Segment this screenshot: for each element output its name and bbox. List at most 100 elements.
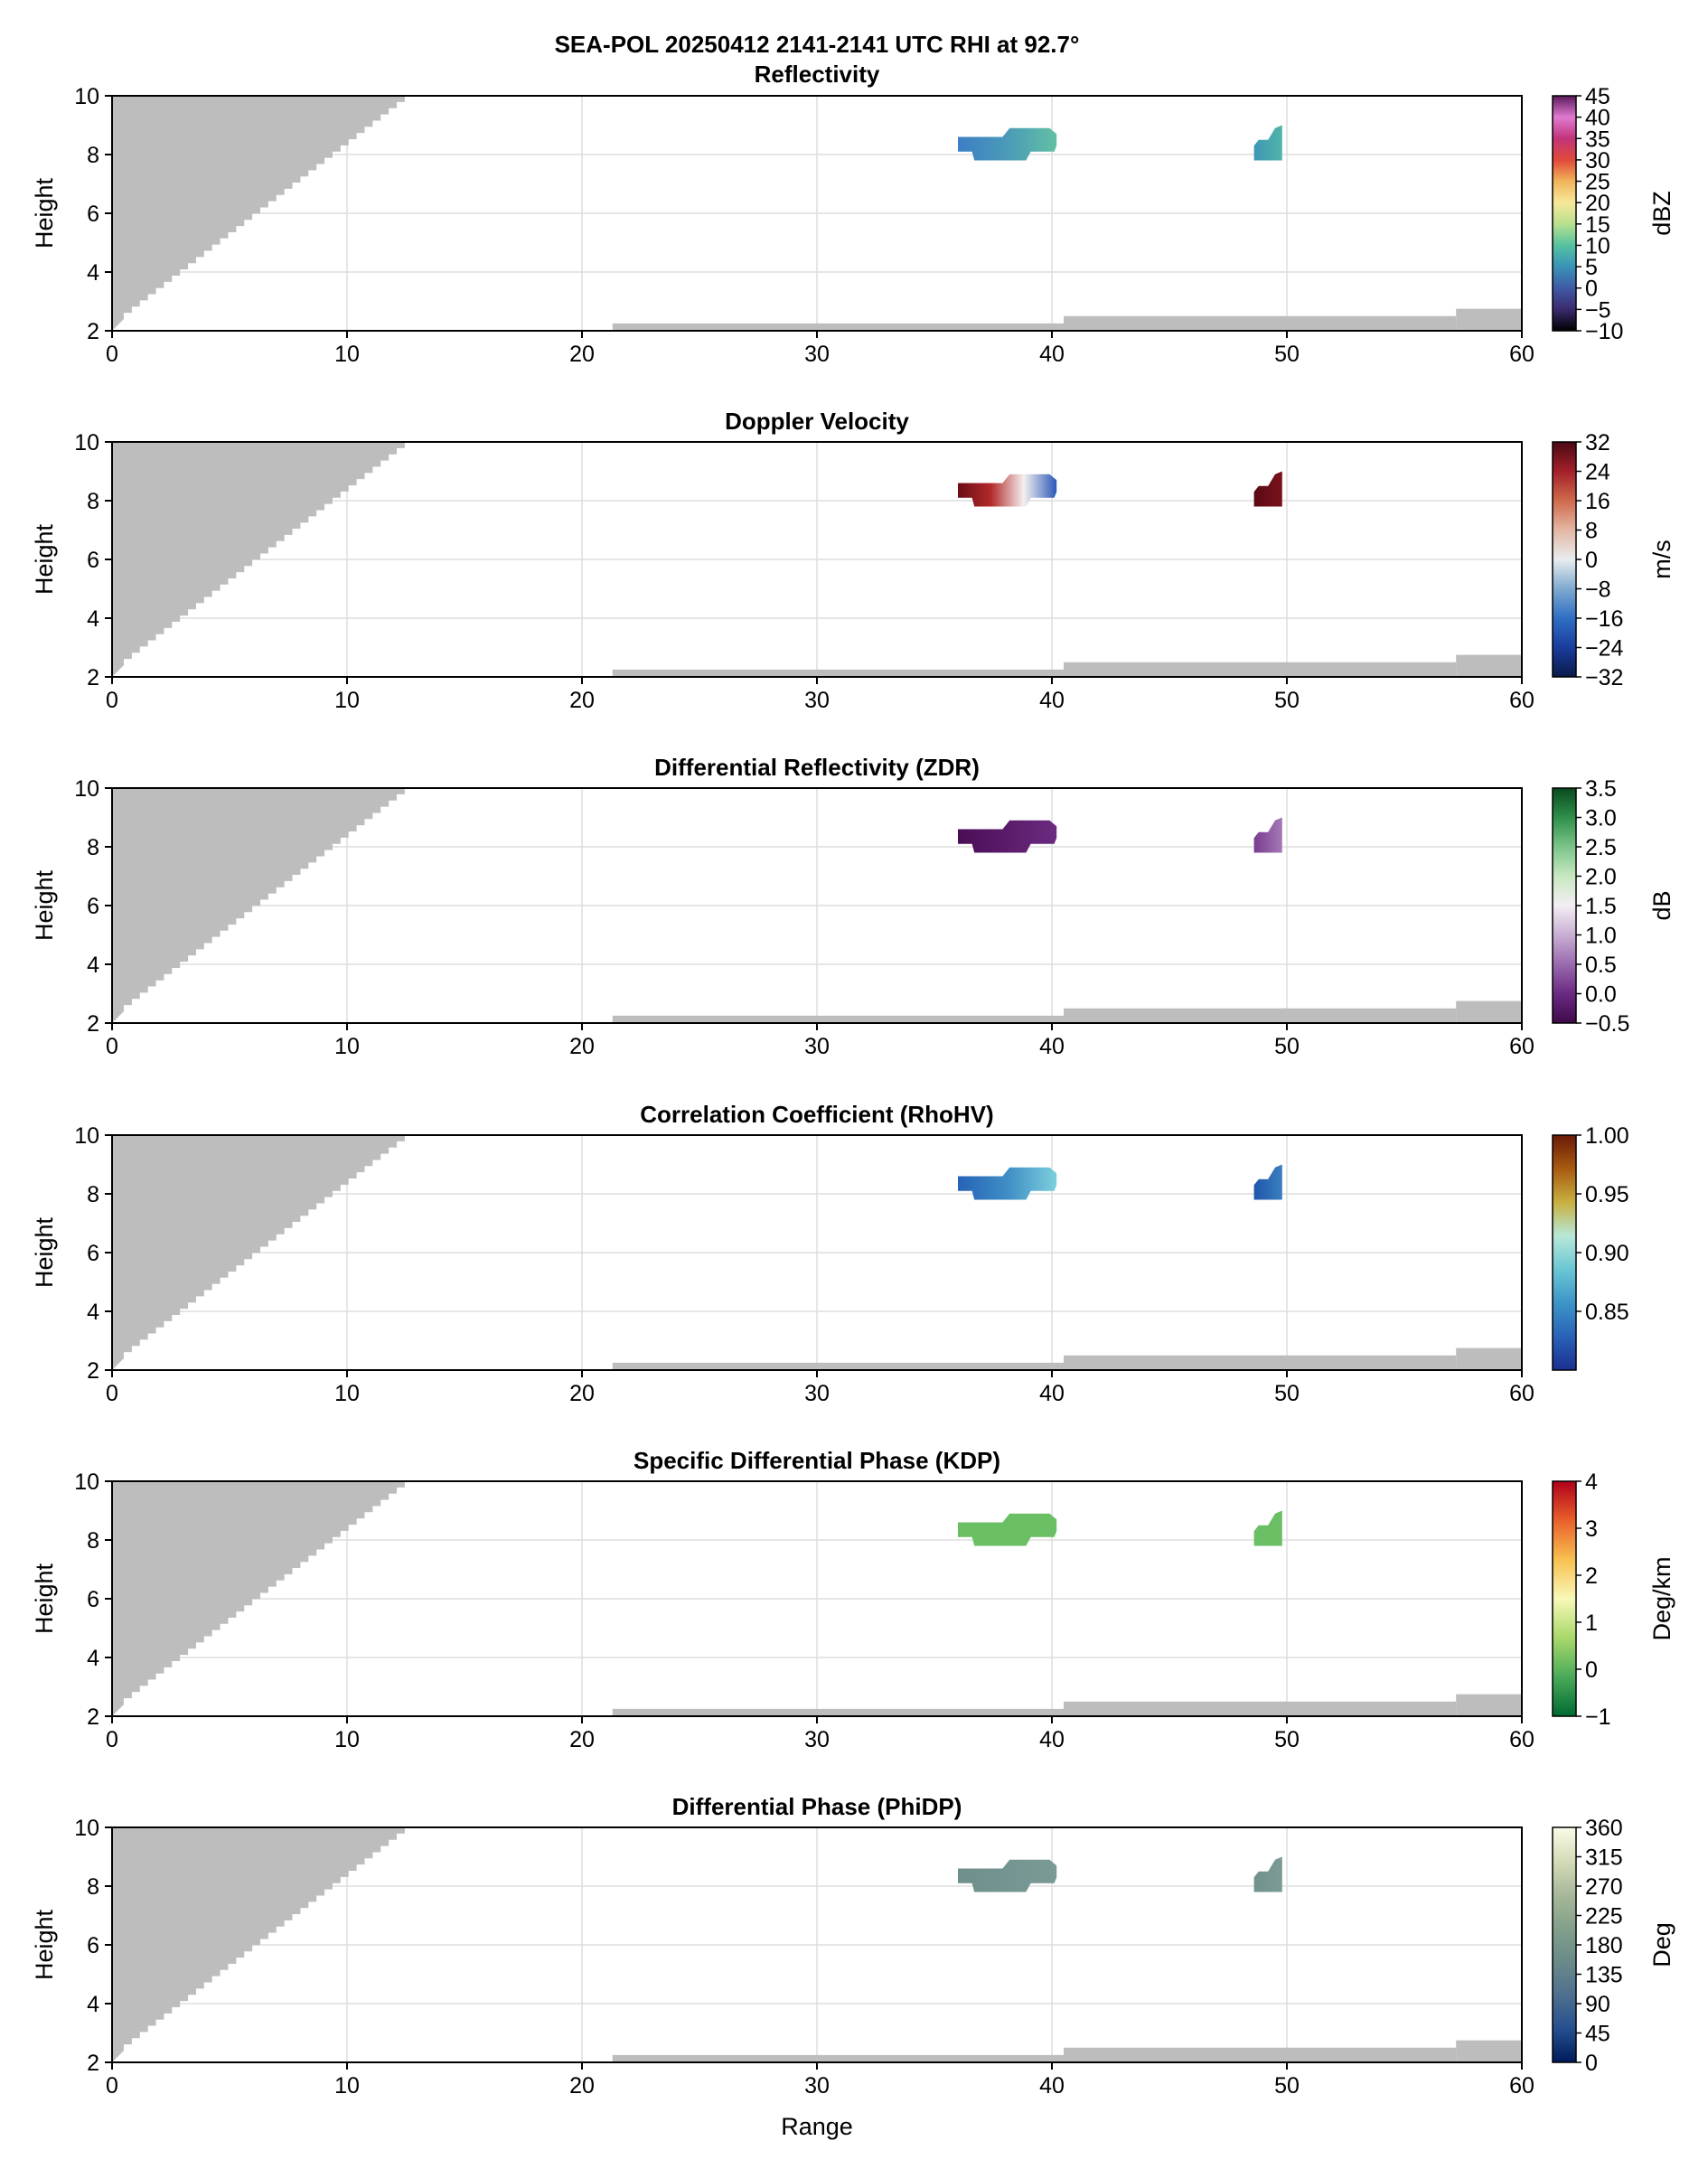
y-tick-label: 8 [87,1182,99,1207]
colorbar-tick-label: −32 [1585,665,1623,690]
y-axis-label: Height [31,1216,58,1288]
y-tick-label: 4 [87,1646,99,1671]
panel-6: Differential Phase (PhiDP)0 10 20 30 40 50 602… [31,1793,1675,2099]
echo-cell-b [1253,1510,1282,1546]
colorbar-tick-label: 16 [1585,489,1610,514]
x-tick-label: 60 [1509,2073,1534,2099]
y-tick-label: 2 [87,319,99,344]
colorbar-tick-label: 315 [1585,1845,1623,1871]
panel-title: Reflectivity [755,61,880,88]
panel-title: Differential Reflectivity (ZDR) [654,754,980,781]
ground-clutter-strip [1064,315,1457,331]
y-tick-label: 10 [74,1469,99,1495]
y-tick-label: 10 [74,1816,99,1841]
x-tick-label: 0 [106,1381,118,1406]
ground-clutter-strip [1064,1701,1457,1716]
x-tick-label: 0 [106,1727,118,1752]
colorbar-tick-label: 24 [1585,460,1610,485]
x-tick-label: 10 [334,1034,360,1059]
y-tick-label: 10 [74,776,99,802]
colorbar-tick-label: −24 [1585,636,1624,662]
y-tick-label: 8 [87,489,99,514]
colorbar-tick-label: 180 [1585,1933,1623,1958]
y-tick-label: 2 [87,1358,99,1384]
colorbar [1552,1826,1577,2063]
x-tick-label: 40 [1039,1727,1065,1752]
ground-clutter-strip [612,2054,1064,2062]
y-tick-label: 4 [87,953,99,978]
colorbar-tick-label: 0 [1585,548,1598,573]
y-tick-label: 6 [87,202,99,227]
echo-cell-a [958,820,1057,853]
x-tick-label: 20 [569,2073,595,2099]
colorbar-tick-label: 0.0 [1585,982,1617,1008]
y-tick-label: 4 [87,606,99,632]
echo-cell-b [1253,817,1282,853]
colorbar-tick-label: 2.5 [1585,835,1617,860]
plot-area [112,788,1522,1023]
y-tick-label: 4 [87,1300,99,1325]
y-tick-label: 6 [87,1241,99,1266]
colorbar-tick-label: 0.95 [1585,1182,1629,1207]
colorbar-tick-label: 1 [1585,1610,1598,1636]
y-tick-label: 6 [87,548,99,573]
colorbar-tick-label: 3.0 [1585,806,1617,831]
x-tick-label: 50 [1274,342,1300,367]
colorbar-tick-label: 5 [1585,255,1598,280]
colorbar-tick-label: 135 [1585,1963,1623,1988]
ground-clutter-strip [612,323,1064,331]
colorbar-tick-label: 2 [1585,1563,1598,1589]
colorbar-tick-label: 0 [1585,277,1598,302]
echo-cell-b [1253,471,1282,507]
ground-clutter-strip [1064,662,1457,677]
plot-area [112,96,1522,331]
colorbar-tick-label: 25 [1585,170,1610,195]
colorbar-tick-label: 3.5 [1585,776,1617,802]
colorbar-label: dB [1648,890,1675,920]
x-tick-label: 20 [569,342,595,367]
echo-cell-a [958,474,1057,507]
panel-4: Correlation Coefficient (RhoHV)0 10 20 30 40… [31,1101,1629,1406]
x-tick-label: 60 [1509,342,1534,367]
x-tick-label: 20 [569,1727,595,1752]
y-axis-label: Height [31,523,58,595]
colorbar [1552,95,1577,332]
colorbar-tick-label: 1.0 [1585,924,1617,949]
x-tick-label: 10 [334,688,360,713]
blocked-beam-region [112,1481,413,1716]
x-tick-label: 30 [804,2073,830,2099]
colorbar-tick-label: 3 [1585,1516,1598,1542]
y-axis-label: Height [31,177,58,249]
colorbar-tick-label: −16 [1585,606,1623,632]
panel-title: Doppler Velocity [725,408,909,435]
y-tick-label: 8 [87,835,99,860]
y-tick-label: 8 [87,1528,99,1554]
y-tick-label: 2 [87,665,99,690]
ground-clutter-strip [1456,1347,1522,1370]
x-tick-label: 30 [804,1727,830,1752]
x-tick-label: 20 [569,688,595,713]
figure-title: SEA-POL 20250412 2141-2141 UTC RHI at 92… [555,31,1080,58]
ground-clutter-strip [1456,654,1522,677]
y-axis-label: Height [31,869,58,941]
panel-title: Correlation Coefficient (RhoHV) [640,1101,993,1128]
panel-title: Differential Phase (PhiDP) [672,1793,962,1820]
x-tick-label: 50 [1274,2073,1300,2099]
colorbar-label: Deg [1648,1922,1675,1967]
y-tick-label: 2 [87,1011,99,1037]
x-tick-label: 30 [804,342,830,367]
colorbar-label: Deg/km [1648,1556,1675,1640]
x-tick-label: 0 [106,688,118,713]
colorbar-tick-label: −0.5 [1585,1011,1629,1037]
colorbar-tick-label: 0 [1585,1657,1598,1683]
colorbar-tick-label: 45 [1585,84,1610,109]
x-axis-label: Range [781,2113,853,2140]
colorbar-tick-label: 15 [1585,212,1610,238]
colorbar-tick-label: 2.0 [1585,865,1617,890]
colorbar-tick-label: 8 [1585,519,1598,544]
echo-cell-b [1253,1856,1282,1892]
ground-clutter-strip [612,1015,1064,1023]
x-tick-label: 50 [1274,1727,1300,1752]
colorbar-label: dBZ [1648,191,1675,236]
